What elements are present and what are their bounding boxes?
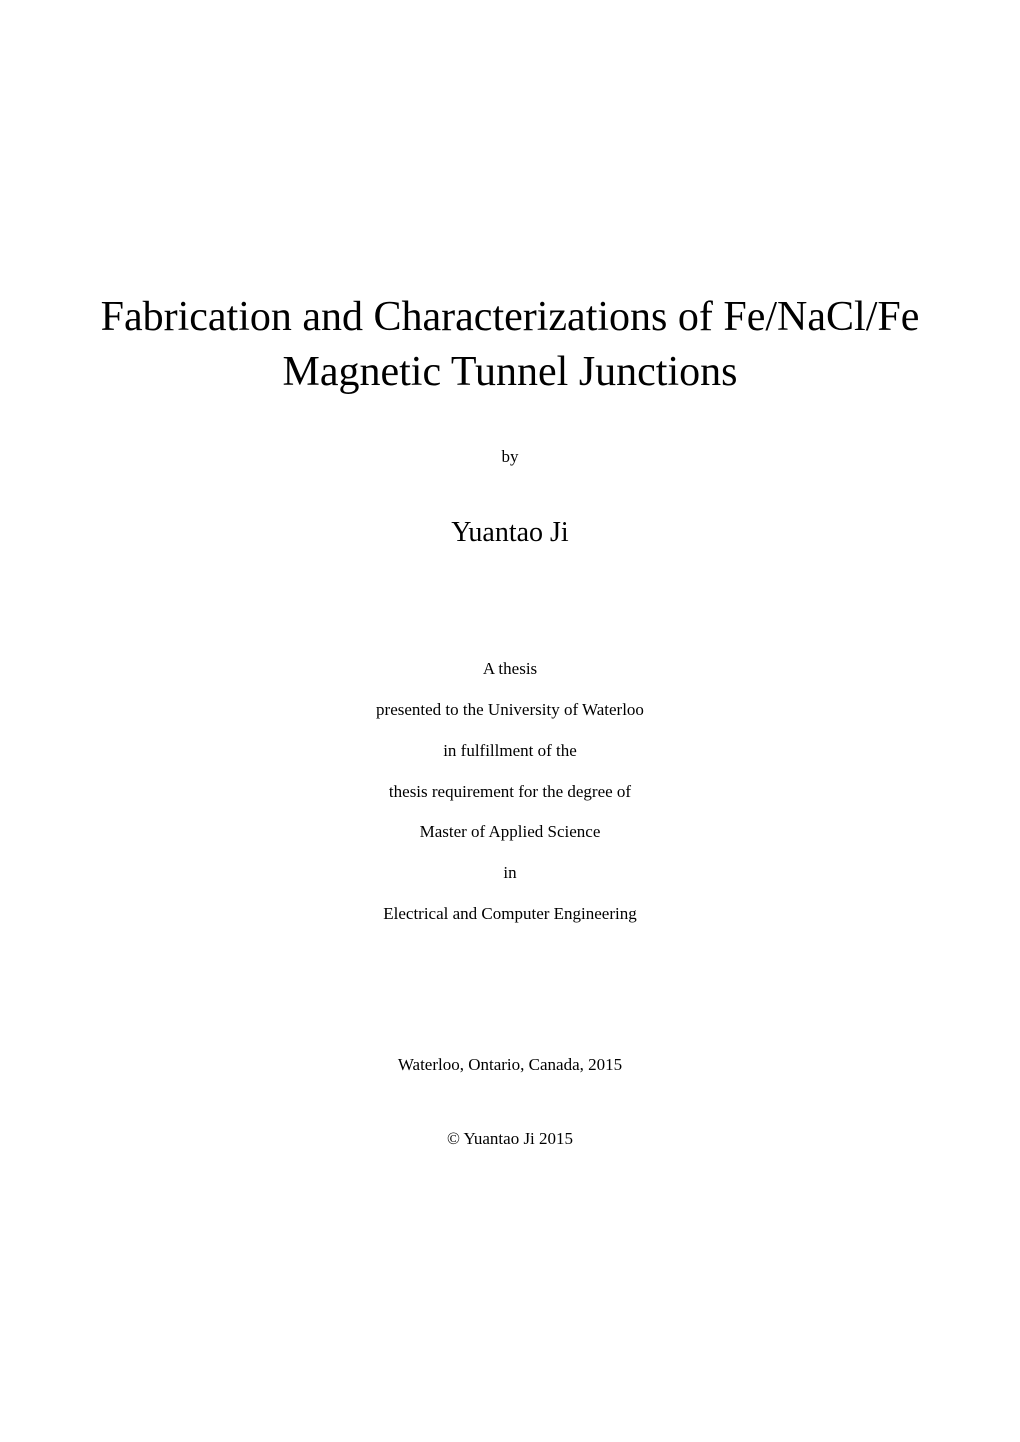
copyright-notice: © Yuantao Ji 2015 [90,1129,930,1149]
thesis-line-2: presented to the University of Waterloo [90,690,930,731]
by-label: by [90,447,930,467]
thesis-line-4: thesis requirement for the degree of [90,772,930,813]
thesis-line-6: in [90,853,930,894]
thesis-line-5: Master of Applied Science [90,812,930,853]
author-name: Yuantao Ji [90,517,930,549]
thesis-line-3: in fulfillment of the [90,731,930,772]
thesis-title-page: Fabrication and Characterizations of Fe/… [0,0,1020,1442]
thesis-line-1: A thesis [90,649,930,690]
thesis-line-7: Electrical and Computer Engineering [90,894,930,935]
thesis-description-block: A thesis presented to the University of … [90,649,930,935]
thesis-title: Fabrication and Characterizations of Fe/… [90,290,930,399]
location-year: Waterloo, Ontario, Canada, 2015 [90,1055,930,1075]
